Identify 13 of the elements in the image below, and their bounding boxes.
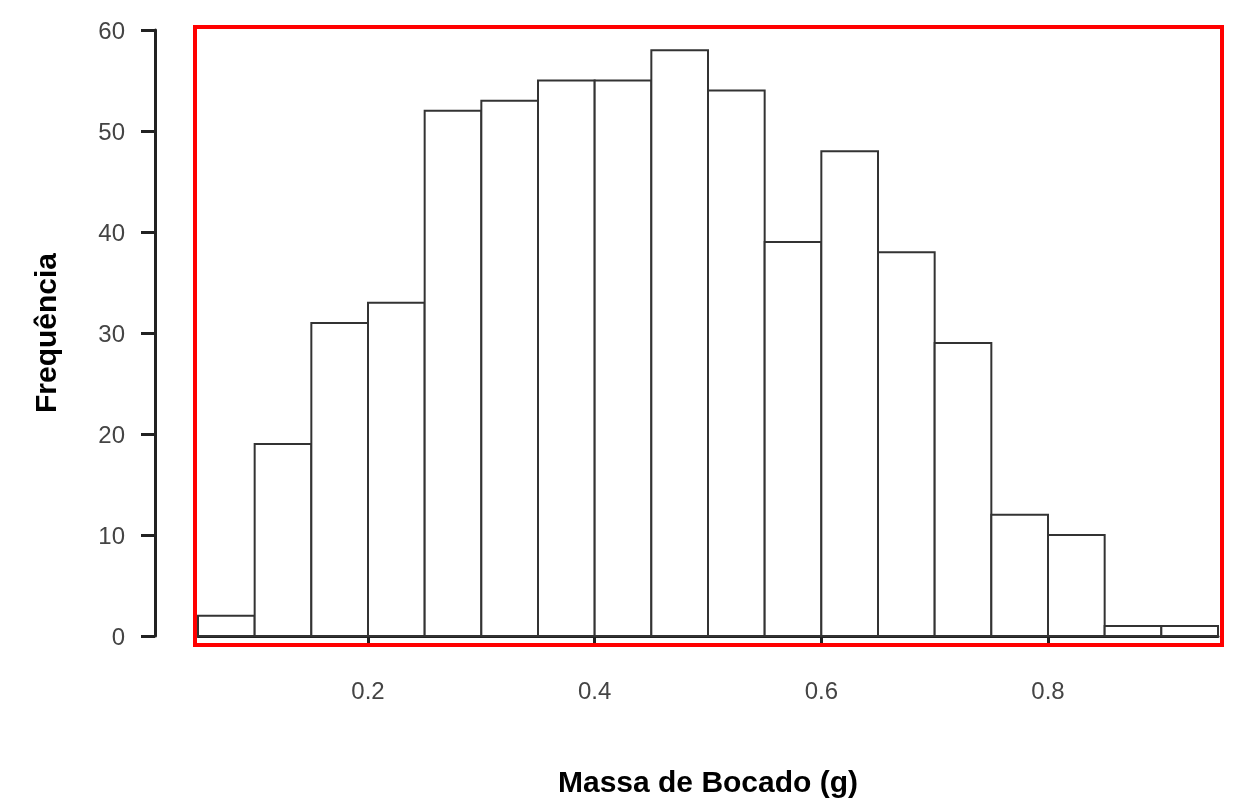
y-axis-title: Frequência [28, 252, 62, 414]
y-tick-label: 40 [98, 218, 125, 246]
x-tick-label: 0.4 [577, 676, 612, 704]
y-tick-label: 0 [111, 622, 125, 650]
y-tick-label: 30 [98, 319, 125, 347]
x-tick-label: 0.8 [1031, 676, 1065, 704]
x-axis-title: Massa de Bocado (g) [557, 764, 859, 798]
x-tick-label: 0.2 [351, 676, 385, 704]
y-tick-label: 50 [98, 117, 125, 145]
x-tick-label: 0.6 [804, 676, 839, 704]
y-tick-label: 20 [98, 420, 125, 448]
y-tick-label: 60 [98, 16, 125, 44]
y-tick-label: 10 [98, 521, 125, 549]
